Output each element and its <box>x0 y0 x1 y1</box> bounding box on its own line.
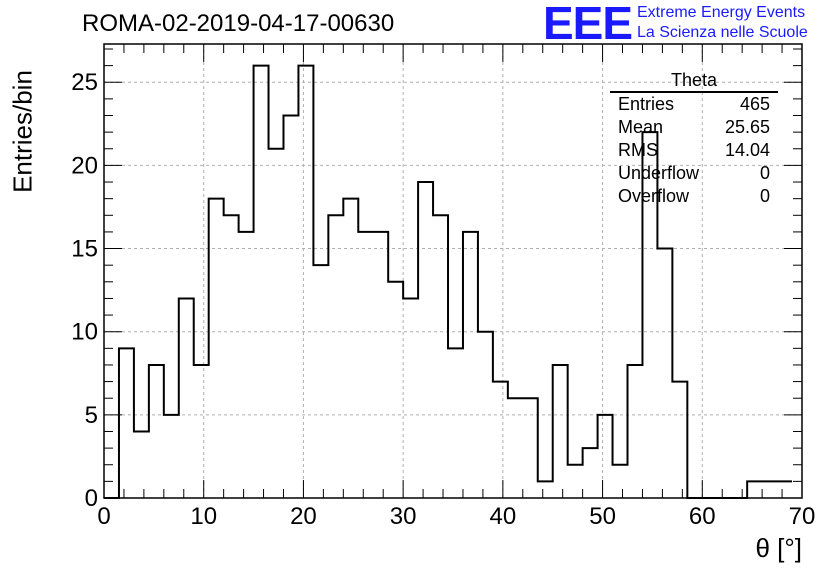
stats-row-entries: Entries 465 <box>610 93 778 116</box>
histogram-bin <box>343 199 358 498</box>
y-axis-label: Entries/bin <box>7 70 38 193</box>
histogram-bin <box>583 448 598 498</box>
x-tick-label: 20 <box>290 503 317 530</box>
histogram-bin <box>777 481 792 498</box>
histogram-bin <box>209 199 224 498</box>
x-tick-label: 70 <box>789 503 816 530</box>
x-tick-label: 10 <box>190 503 217 530</box>
x-tick-label: 50 <box>589 503 616 530</box>
plot-frame <box>103 43 803 499</box>
y-tick-label: 0 <box>85 485 98 512</box>
histogram-bin <box>403 298 418 498</box>
stats-label: Entries <box>618 94 675 114</box>
stats-label: Mean <box>618 117 664 137</box>
y-axis-label-box: Entries/bin <box>0 60 44 210</box>
histogram-bin <box>179 298 194 498</box>
histogram-bin <box>553 365 568 498</box>
eee-logo: EEE <box>543 0 633 49</box>
histogram-bin <box>538 481 553 498</box>
stats-label: RMS <box>618 140 658 160</box>
histogram-bin <box>672 382 687 498</box>
histogram-bin <box>598 415 613 498</box>
stats-value: 0 <box>759 186 770 206</box>
histogram-bin <box>164 415 179 498</box>
histogram-bin <box>373 232 388 498</box>
histogram-bin <box>448 348 463 498</box>
y-tick-label: 5 <box>85 402 98 429</box>
histogram-bin <box>149 365 164 498</box>
stats-label: Underflow <box>618 163 700 183</box>
stats-value: 25.65 <box>724 117 770 137</box>
histogram-bin <box>747 481 762 498</box>
histogram-bin <box>508 398 523 498</box>
histogram-bin <box>657 249 672 498</box>
x-tick-label: 0 <box>97 503 110 530</box>
x-tick-label: 40 <box>490 503 517 530</box>
y-tick-label: 10 <box>71 319 98 346</box>
histogram-bin <box>463 232 478 498</box>
logo-text-line1: Extreme Energy Events <box>637 4 806 21</box>
chart-title: ROMA-02-2019-04-17-00630 <box>82 10 395 37</box>
histogram-bin <box>328 215 343 498</box>
histogram-bin <box>269 149 284 498</box>
histogram-bin <box>433 215 448 498</box>
histogram-series-line <box>104 64 793 499</box>
histogram-bin <box>388 282 403 498</box>
histogram-bin <box>493 382 508 498</box>
stats-row-rms: RMS 14.04 <box>610 139 778 162</box>
y-tick-label: 25 <box>71 69 98 96</box>
histogram-bin <box>313 265 328 498</box>
histogram-bin <box>239 232 254 498</box>
stats-value: 14.04 <box>724 140 770 160</box>
histogram-bin <box>613 465 628 498</box>
histogram-bin <box>283 116 298 498</box>
histogram-bin <box>358 232 373 498</box>
stats-value: 465 <box>739 94 770 114</box>
histogram-bin <box>628 365 643 498</box>
stats-title: Theta <box>610 70 778 93</box>
x-tick-label: 30 <box>390 503 417 530</box>
stats-box: Theta Entries 465 Mean 25.65 RMS 14.04 Unde… <box>610 70 778 208</box>
histogram-bin <box>478 332 493 498</box>
histogram-bin <box>254 66 269 498</box>
histogram-bin <box>418 182 433 498</box>
histogram-bin <box>194 365 209 498</box>
stats-label: Overflow <box>618 186 690 206</box>
histogram-bin <box>134 431 149 498</box>
stats-row-overflow: Overflow 0 <box>610 185 778 208</box>
histogram-bin <box>523 398 538 498</box>
stats-row-mean: Mean 25.65 <box>610 116 778 139</box>
histogram-bin <box>298 66 313 498</box>
y-tick-label: 15 <box>71 236 98 263</box>
histogram-bin <box>762 481 777 498</box>
histogram-bin <box>119 348 134 498</box>
y-tick-label: 20 <box>71 152 98 179</box>
stats-row-underflow: Underflow 0 <box>610 162 778 185</box>
x-tick-label: 60 <box>689 503 716 530</box>
histogram-bin <box>224 215 239 498</box>
histogram-bin <box>568 465 583 498</box>
x-axis-label: θ [°] <box>755 533 802 563</box>
stats-value: 0 <box>759 163 770 183</box>
logo-text-line2: La Scienza nelle Scuole <box>637 24 808 41</box>
